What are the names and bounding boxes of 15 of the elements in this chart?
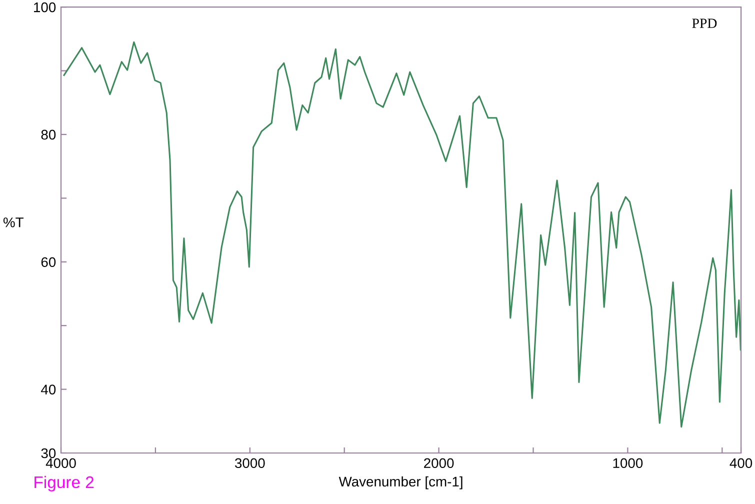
y-tick-label: 30	[41, 448, 56, 458]
caption: Figure 2	[34, 476, 94, 492]
x-tick-label: 3000	[234, 458, 265, 468]
x-tick-label: 2000	[424, 458, 454, 468]
x-tick-label: 4000	[46, 458, 76, 468]
y-axis-title: %T	[3, 218, 24, 228]
x-axis-title: Wavenumber [cm-1]	[338, 476, 462, 490]
line-series	[63, 41, 742, 428]
y-tick-label: 40	[41, 384, 56, 394]
y-tick-label: 60	[41, 257, 56, 268]
y-tick-label: 100	[34, 2, 56, 12]
x-tick-label: 400	[730, 458, 752, 468]
x-tick-label: 1000	[613, 458, 643, 468]
annotation: PPD	[692, 18, 717, 28]
y-tick-label: 80	[41, 130, 56, 140]
